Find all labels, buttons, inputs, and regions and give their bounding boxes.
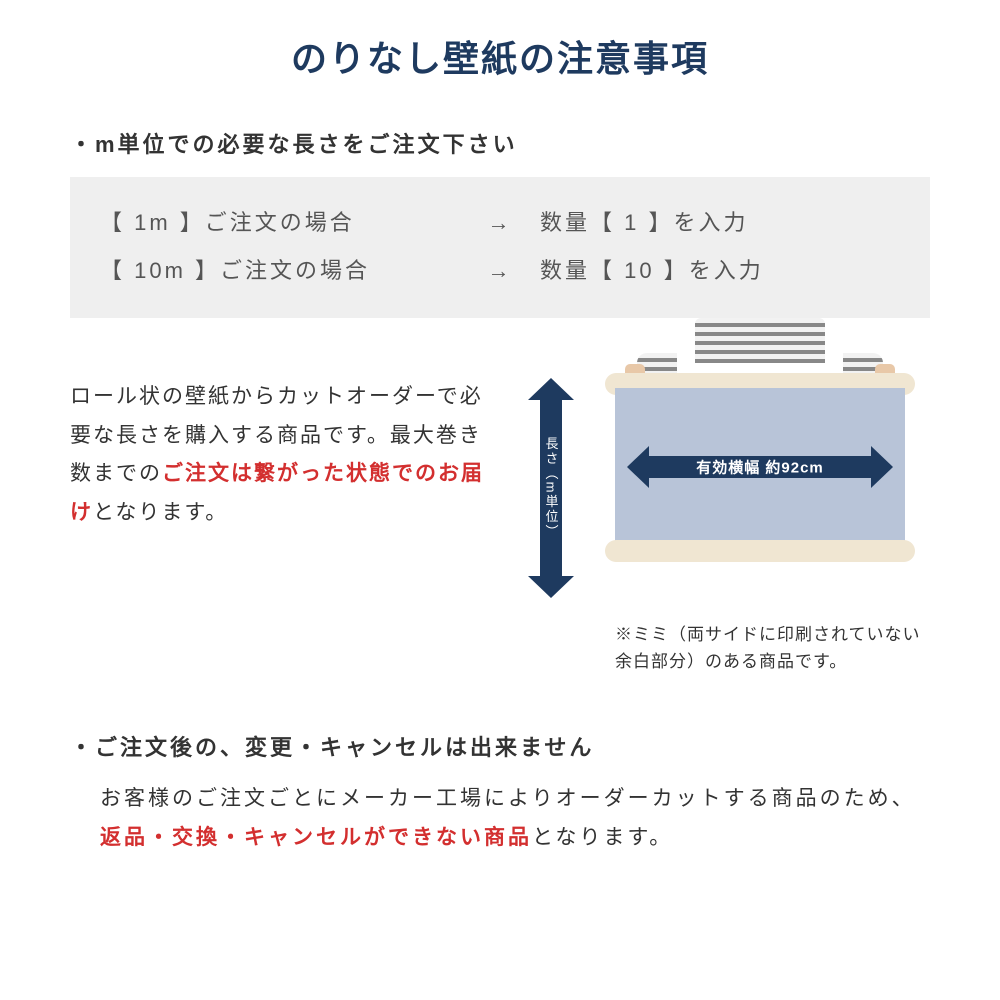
s2-post: となります。 [532,826,673,849]
example-row-1: 【 1m 】ご注文の場合 → 数量【 1 】を入力 [100,199,900,247]
wallpaper-diagram: 長さ（m単位） 有効横幅 約92cm [510,353,930,613]
s2-highlight: 返品・交換・キャンセルができない商品 [100,826,532,849]
desc-post: となります。 [93,501,228,524]
section2-body: お客様のご注文ごとにメーカー工場によりオーダーカットする商品のため、返品・交換・… [70,780,930,858]
length-label: 長さ（m単位） [542,436,561,539]
person-holding-wallpaper-icon: 有効横幅 約92cm [595,318,925,598]
roll-description: ロール状の壁紙からカットオーダーで必要な長さを購入する商品です。最大巻き数までの… [70,353,490,675]
example-2-right: 数量【 10 】を入力 [540,247,900,295]
arrow-icon: → [460,199,540,247]
section2-subtitle: ・ご注文後の、変更・キャンセルは出来ません [70,730,930,762]
width-arrow-icon: 有効横幅 約92cm [627,446,893,488]
diagram-area: 長さ（m単位） 有効横幅 約92cm ※ミミ（両サイドに印刷されていない 余白部… [505,353,930,675]
mid-section: ロール状の壁紙からカットオーダーで必要な長さを購入する商品です。最大巻き数までの… [70,353,930,675]
arrow-icon: → [460,247,540,295]
s2-pre: お客様のご注文ごとにメーカー工場によりオーダーカットする商品のため、 [100,787,916,810]
section1-subtitle: ・m単位での必要な長さをご注文下さい [70,127,930,159]
length-arrow-icon: 長さ（m単位） [528,378,574,598]
mimi-note: ※ミミ（両サイドに印刷されていない 余白部分）のある商品です。 [505,621,930,675]
example-2-left: 【 10m 】ご注文の場合 [100,247,460,295]
example-row-2: 【 10m 】ご注文の場合 → 数量【 10 】を入力 [100,247,900,295]
page-title: のりなし壁紙の注意事項 [70,30,930,82]
example-1-right: 数量【 1 】を入力 [540,199,900,247]
order-example-box: 【 1m 】ご注文の場合 → 数量【 1 】を入力 【 10m 】ご注文の場合 … [70,177,930,318]
example-1-left: 【 1m 】ご注文の場合 [100,199,460,247]
width-label: 有効横幅 約92cm [696,456,824,477]
